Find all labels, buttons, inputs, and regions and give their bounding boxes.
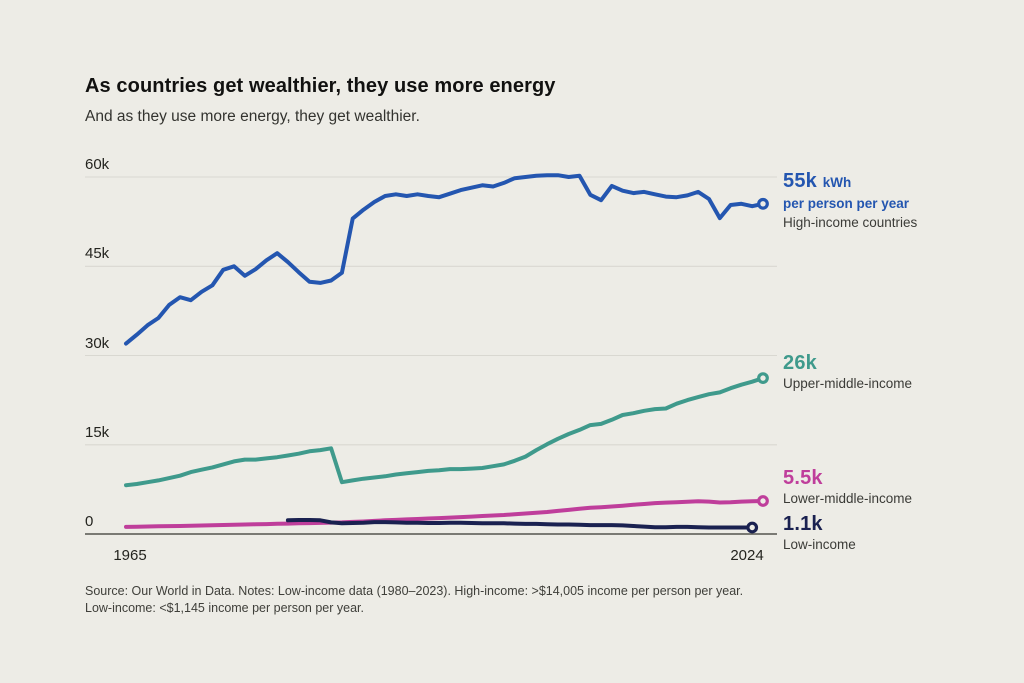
y-axis-tick-0: 0: [85, 513, 94, 530]
x-axis-tick-1965: 1965: [113, 547, 147, 564]
source-note: Source: Our World in Data. Notes: Low-in…: [85, 583, 815, 617]
series-name-upper-middle-income: Upper-middle-income: [783, 376, 913, 391]
series-name-high-income: High-income countries: [783, 215, 918, 230]
series-label-upper-middle-income: 26k Upper-middle-income: [783, 352, 912, 393]
series-value-high-income: 55k kWh: [783, 170, 917, 194]
y-axis-tick-45k: 45k: [85, 245, 110, 263]
source-note-line-2: Low-income: <$1,145 income per person pe…: [85, 601, 364, 615]
end-marker-low-income: [746, 521, 759, 534]
page-subtitle: And as they use more energy, they get we…: [85, 108, 420, 125]
line-upper-middle-income: [124, 376, 765, 488]
y-axis-tick-30k: 30k: [85, 334, 110, 352]
end-marker-upper-middle-income: [757, 372, 769, 385]
series-value-number: 55k: [783, 170, 817, 192]
end-marker-lower-middle-income: [757, 495, 769, 507]
y-axis-tick-15k: 15k: [85, 423, 110, 441]
series-label-high-income: 55k kWh per person per year High-income …: [783, 170, 917, 232]
page-title: As countries get wealthier, they use mor…: [85, 75, 556, 97]
end-marker-high-income-countries: [757, 197, 769, 210]
line-high-income-countries: [124, 173, 765, 346]
series-value-unit: kWh: [822, 175, 852, 190]
series-label-lower-middle-income: 5.5k Lower-middle-income: [783, 467, 912, 508]
series-value-subunit: per person per year: [783, 196, 910, 211]
series-name-low-income: Low-income: [783, 537, 856, 552]
series-label-low-income: 1.1k Low-income: [783, 513, 856, 554]
series-value-upper-middle-income: 26k: [783, 352, 817, 374]
y-axis-tick-60k: 60k: [85, 156, 110, 173]
series-value-lower-middle-income: 5.5k: [783, 467, 823, 489]
line-low-income: [285, 518, 755, 530]
series-name-lower-middle-income: Lower-middle-income: [783, 491, 913, 506]
line-lower-middle-income: [124, 499, 765, 529]
source-note-line-1: Source: Our World in Data. Notes: Low-in…: [85, 584, 744, 598]
x-axis-tick-2024: 2024: [730, 547, 764, 564]
series-value-low-income: 1.1k: [783, 513, 823, 535]
